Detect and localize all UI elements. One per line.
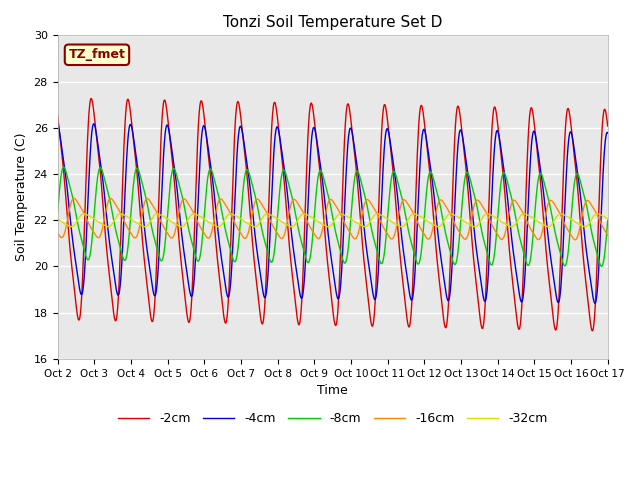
-8cm bbox=[60, 164, 68, 170]
-4cm bbox=[367, 275, 374, 281]
-16cm bbox=[119, 216, 127, 221]
-8cm bbox=[598, 264, 605, 269]
-32cm bbox=[54, 216, 61, 222]
-16cm bbox=[54, 230, 61, 236]
Line: -32cm: -32cm bbox=[58, 214, 608, 227]
-4cm bbox=[96, 157, 104, 163]
-32cm bbox=[299, 211, 307, 217]
-2cm bbox=[299, 278, 307, 284]
-2cm bbox=[54, 111, 61, 117]
-8cm bbox=[299, 244, 307, 250]
Title: Tonzi Soil Temperature Set D: Tonzi Soil Temperature Set D bbox=[223, 15, 442, 30]
-16cm bbox=[70, 195, 78, 201]
-2cm bbox=[97, 171, 104, 177]
-8cm bbox=[604, 217, 612, 223]
-4cm bbox=[287, 226, 295, 231]
-2cm bbox=[119, 173, 127, 179]
Line: -2cm: -2cm bbox=[58, 98, 608, 331]
-4cm bbox=[591, 300, 598, 306]
-8cm bbox=[119, 254, 127, 260]
Legend: -2cm, -4cm, -8cm, -16cm, -32cm: -2cm, -4cm, -8cm, -16cm, -32cm bbox=[113, 407, 552, 430]
-4cm bbox=[604, 130, 612, 136]
-2cm bbox=[88, 96, 95, 101]
-2cm bbox=[308, 104, 316, 110]
-2cm bbox=[367, 319, 375, 325]
-8cm bbox=[308, 234, 316, 240]
-16cm bbox=[308, 228, 316, 234]
-32cm bbox=[178, 224, 186, 229]
-32cm bbox=[308, 215, 316, 221]
-16cm bbox=[299, 209, 307, 215]
-4cm bbox=[308, 130, 316, 136]
-16cm bbox=[287, 200, 295, 206]
-32cm bbox=[367, 217, 375, 223]
-16cm bbox=[367, 201, 375, 206]
Line: -16cm: -16cm bbox=[58, 198, 608, 240]
-16cm bbox=[604, 232, 612, 238]
-2cm bbox=[604, 123, 612, 129]
-4cm bbox=[54, 120, 61, 126]
-8cm bbox=[54, 210, 61, 216]
-8cm bbox=[287, 192, 295, 197]
-8cm bbox=[97, 165, 104, 170]
-16cm bbox=[571, 237, 579, 242]
-32cm bbox=[483, 211, 491, 216]
Y-axis label: Soil Temperature (C): Soil Temperature (C) bbox=[15, 133, 28, 262]
-32cm bbox=[96, 220, 104, 226]
Text: TZ_fmet: TZ_fmet bbox=[68, 48, 125, 61]
-8cm bbox=[367, 223, 375, 229]
-2cm bbox=[287, 263, 295, 269]
-32cm bbox=[287, 224, 295, 229]
-2cm bbox=[588, 328, 596, 334]
-32cm bbox=[118, 211, 126, 217]
Line: -8cm: -8cm bbox=[58, 167, 608, 266]
-16cm bbox=[97, 232, 104, 238]
-4cm bbox=[298, 294, 306, 300]
X-axis label: Time: Time bbox=[317, 384, 348, 397]
-32cm bbox=[604, 216, 612, 222]
-4cm bbox=[118, 247, 126, 253]
Line: -4cm: -4cm bbox=[58, 123, 608, 303]
